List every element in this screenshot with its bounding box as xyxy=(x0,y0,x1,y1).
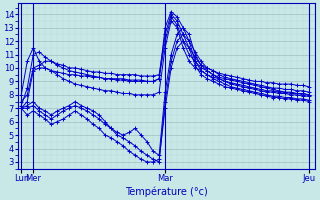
X-axis label: Température (°c): Température (°c) xyxy=(125,186,208,197)
